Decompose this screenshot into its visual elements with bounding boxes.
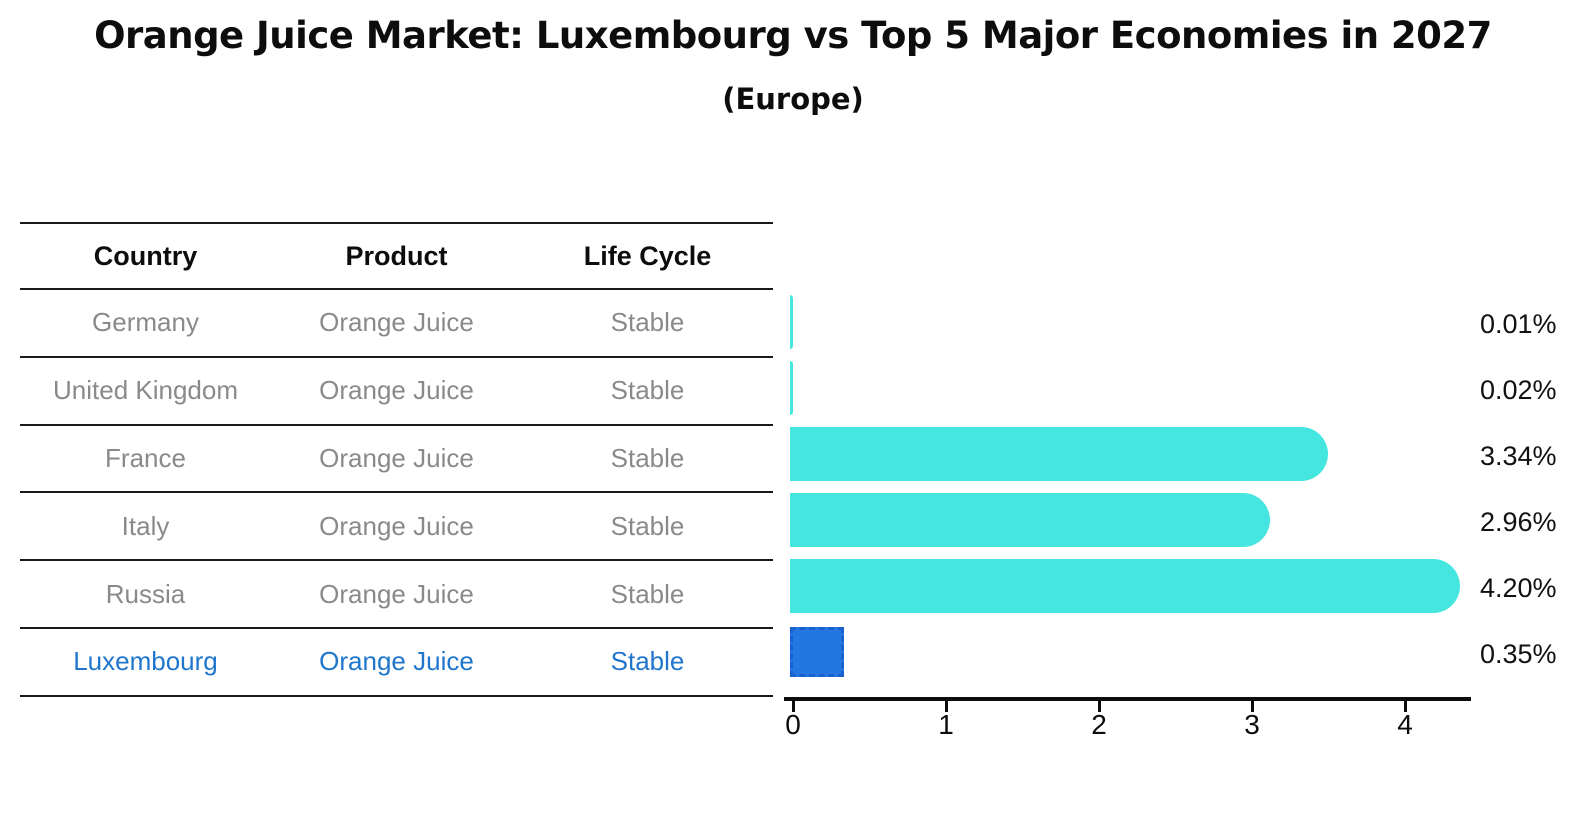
x-tick-2 [1097,701,1101,712]
bar-united-kingdom [790,361,794,415]
page-title: Orange Juice Market: Luxembourg vs Top 5… [94,14,1492,57]
bar-luxembourg [790,627,844,677]
table-cell-life-cycle: Stable [522,356,773,426]
table-body: Germany Orange Juice Stable United Kingdom O… [20,289,773,697]
x-tick-label-4: 4 [1397,709,1413,740]
table-cell-life-cycle: Stable [522,289,773,358]
bar-russia [790,559,1460,613]
x-tick-label-2: 2 [1091,709,1107,740]
value-label-russia: 4.20% [1480,573,1557,603]
table-cell-life-cycle: Stable [522,492,773,562]
table-cell-country: Russia [20,560,271,629]
table-row-france: France Orange Juice Stable [20,424,773,494]
value-label-germany: 0.01% [1480,309,1557,339]
table-cell-life-cycle: Stable [522,424,773,494]
column-header-life-cycle: Life Cycle [522,223,773,290]
table-row-italy: Italy Orange Juice Stable [20,492,773,562]
table-row-luxembourg: Luxembourg Orange Juice Stable [20,627,773,697]
table-cell-country: United Kingdom [20,356,271,426]
x-axis-line [784,697,1471,701]
table-cell-country: Luxembourg [20,627,271,697]
table-cell-product: Orange Juice [271,627,522,697]
table-cell-life-cycle: Stable [522,560,773,629]
x-tick-label-3: 3 [1244,709,1260,740]
value-label-france: 3.34% [1480,441,1557,471]
bar-germany [790,295,793,349]
column-header-country: Country [20,223,271,290]
value-label-luxembourg: 0.35% [1480,639,1557,669]
table-row-united-kingdom: United Kingdom Orange Juice Stable [20,356,773,426]
table-cell-product: Orange Juice [271,560,522,629]
table-header: Country Product Life Cycle [20,223,773,290]
x-tick-0 [791,701,795,712]
table-cell-country: France [20,424,271,494]
table-header-row: Country Product Life Cycle [20,223,773,290]
value-label-united-kingdom: 0.02% [1480,375,1557,405]
table-cell-product: Orange Juice [271,356,522,426]
table-cell-life-cycle: Stable [522,627,773,697]
column-header-product: Product [271,223,522,290]
table-cell-product: Orange Juice [271,289,522,358]
page-subtitle: (Europe) [722,82,864,116]
table-row-germany: Germany Orange Juice Stable [20,289,773,358]
x-tick-1 [944,701,948,712]
x-tick-label-1: 1 [938,709,954,740]
table-cell-country: Italy [20,492,271,562]
table-cell-product: Orange Juice [271,424,522,494]
x-tick-3 [1250,701,1254,712]
table-cell-country: Germany [20,289,271,358]
table-row-russia: Russia Orange Juice Stable [20,560,773,629]
bar-italy [790,493,1270,547]
country-table: Country Product Life Cycle Germany Orange… [20,222,773,697]
bar-france [790,427,1329,481]
x-tick-label-0: 0 [785,709,801,740]
value-label-italy: 2.96% [1480,507,1557,537]
table-cell-product: Orange Juice [271,492,522,562]
x-tick-4 [1403,701,1407,712]
